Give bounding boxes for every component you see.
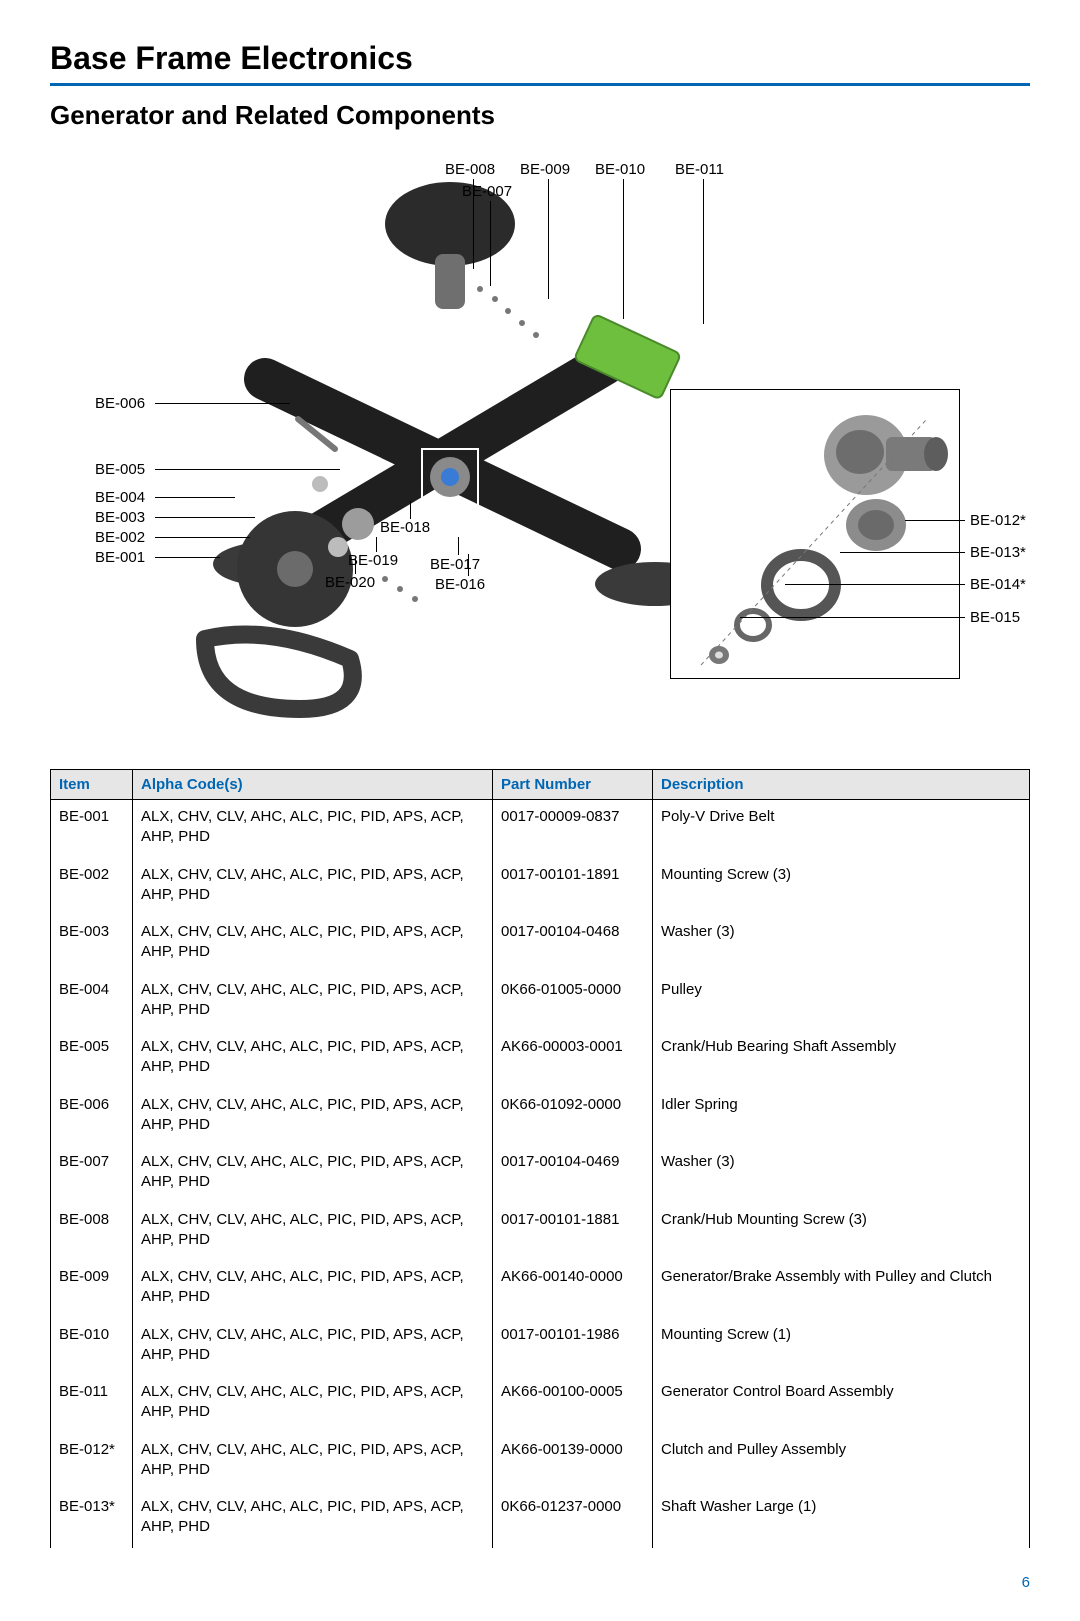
- table-row: BE-004ALX, CHV, CLV, AHC, ALC, PIC, PID,…: [51, 973, 1030, 1031]
- cell-desc: Mounting Screw (1): [653, 1318, 1030, 1376]
- cell-alpha: ALX, CHV, CLV, AHC, ALC, PIC, PID, APS, …: [133, 1145, 493, 1203]
- cell-alpha: ALX, CHV, CLV, AHC, ALC, PIC, PID, APS, …: [133, 973, 493, 1031]
- callout-be002: BE-002: [95, 529, 145, 546]
- cell-item: BE-011: [51, 1375, 133, 1433]
- callout-be012: BE-012*: [970, 512, 1026, 529]
- table-row: BE-001ALX, CHV, CLV, AHC, ALC, PIC, PID,…: [51, 800, 1030, 858]
- cell-part: 0K66-01237-0000: [493, 1490, 653, 1548]
- cell-item: BE-004: [51, 973, 133, 1031]
- table-row: BE-008ALX, CHV, CLV, AHC, ALC, PIC, PID,…: [51, 1203, 1030, 1261]
- cell-part: 0017-00101-1881: [493, 1203, 653, 1261]
- table-row: BE-012*ALX, CHV, CLV, AHC, ALC, PIC, PID…: [51, 1433, 1030, 1491]
- callout-be006: BE-006: [95, 395, 145, 412]
- cell-desc: Poly-V Drive Belt: [653, 800, 1030, 858]
- cell-item: BE-003: [51, 915, 133, 973]
- cell-desc: Mounting Screw (3): [653, 858, 1030, 916]
- cell-item: BE-009: [51, 1260, 133, 1318]
- cell-item: BE-010: [51, 1318, 133, 1376]
- callout-be014: BE-014*: [970, 576, 1026, 593]
- callout-be003: BE-003: [95, 509, 145, 526]
- inset-figure: [670, 389, 960, 679]
- cell-part: AK66-00003-0001: [493, 1030, 653, 1088]
- cell-item: BE-001: [51, 800, 133, 858]
- cell-part: 0K66-01005-0000: [493, 973, 653, 1031]
- page-subtitle: Generator and Related Components: [50, 100, 1030, 131]
- cell-alpha: ALX, CHV, CLV, AHC, ALC, PIC, PID, APS, …: [133, 1318, 493, 1376]
- table-row: BE-005ALX, CHV, CLV, AHC, ALC, PIC, PID,…: [51, 1030, 1030, 1088]
- cell-item: BE-007: [51, 1145, 133, 1203]
- cell-part: 0017-00104-0468: [493, 915, 653, 973]
- cell-desc: Washer (3): [653, 915, 1030, 973]
- cell-desc: Crank/Hub Bearing Shaft Assembly: [653, 1030, 1030, 1088]
- callout-be007: BE-007: [462, 183, 512, 200]
- callout-be008: BE-008: [445, 161, 495, 178]
- parts-table: Item Alpha Code(s) Part Number Descripti…: [50, 769, 1030, 1548]
- cell-alpha: ALX, CHV, CLV, AHC, ALC, PIC, PID, APS, …: [133, 1490, 493, 1548]
- cell-item: BE-006: [51, 1088, 133, 1146]
- cell-part: AK66-00100-0005: [493, 1375, 653, 1433]
- cell-desc: Generator Control Board Assembly: [653, 1375, 1030, 1433]
- cell-desc: Washer (3): [653, 1145, 1030, 1203]
- table-row: BE-006ALX, CHV, CLV, AHC, ALC, PIC, PID,…: [51, 1088, 1030, 1146]
- cell-part: AK66-00139-0000: [493, 1433, 653, 1491]
- th-alpha: Alpha Code(s): [133, 770, 493, 800]
- cell-alpha: ALX, CHV, CLV, AHC, ALC, PIC, PID, APS, …: [133, 915, 493, 973]
- callout-be020: BE-020: [325, 574, 375, 591]
- callout-be018: BE-018: [380, 519, 430, 536]
- table-row: BE-002ALX, CHV, CLV, AHC, ALC, PIC, PID,…: [51, 858, 1030, 916]
- cell-part: 0017-00101-1891: [493, 858, 653, 916]
- cell-desc: Generator/Brake Assembly with Pulley and…: [653, 1260, 1030, 1318]
- callout-be010: BE-010: [595, 161, 645, 178]
- cell-desc: Clutch and Pulley Assembly: [653, 1433, 1030, 1491]
- page-number: 6: [50, 1574, 1030, 1591]
- cell-alpha: ALX, CHV, CLV, AHC, ALC, PIC, PID, APS, …: [133, 1203, 493, 1261]
- cell-desc: Crank/Hub Mounting Screw (3): [653, 1203, 1030, 1261]
- callout-be009: BE-009: [520, 161, 570, 178]
- main-figure: [150, 169, 750, 729]
- cell-alpha: ALX, CHV, CLV, AHC, ALC, PIC, PID, APS, …: [133, 1375, 493, 1433]
- cell-part: AK66-00140-0000: [493, 1260, 653, 1318]
- callout-be011: BE-011: [675, 161, 724, 178]
- cell-part: 0017-00009-0837: [493, 800, 653, 858]
- cell-alpha: ALX, CHV, CLV, AHC, ALC, PIC, PID, APS, …: [133, 1433, 493, 1491]
- cell-alpha: ALX, CHV, CLV, AHC, ALC, PIC, PID, APS, …: [133, 858, 493, 916]
- cell-item: BE-013*: [51, 1490, 133, 1548]
- cell-alpha: ALX, CHV, CLV, AHC, ALC, PIC, PID, APS, …: [133, 1030, 493, 1088]
- th-part: Part Number: [493, 770, 653, 800]
- cell-part: 0017-00104-0469: [493, 1145, 653, 1203]
- callout-be004: BE-004: [95, 489, 145, 506]
- cell-alpha: ALX, CHV, CLV, AHC, ALC, PIC, PID, APS, …: [133, 1088, 493, 1146]
- table-row: BE-010ALX, CHV, CLV, AHC, ALC, PIC, PID,…: [51, 1318, 1030, 1376]
- cell-item: BE-012*: [51, 1433, 133, 1491]
- cell-desc: Shaft Washer Large (1): [653, 1490, 1030, 1548]
- cell-item: BE-008: [51, 1203, 133, 1261]
- cell-part: 0017-00101-1986: [493, 1318, 653, 1376]
- th-item: Item: [51, 770, 133, 800]
- table-row: BE-007ALX, CHV, CLV, AHC, ALC, PIC, PID,…: [51, 1145, 1030, 1203]
- cell-alpha: ALX, CHV, CLV, AHC, ALC, PIC, PID, APS, …: [133, 800, 493, 858]
- callout-be015: BE-015: [970, 609, 1020, 626]
- cell-item: BE-002: [51, 858, 133, 916]
- cell-desc: Pulley: [653, 973, 1030, 1031]
- cell-desc: Idler Spring: [653, 1088, 1030, 1146]
- callout-be016: BE-016: [435, 576, 485, 593]
- callout-be005: BE-005: [95, 461, 145, 478]
- callout-be017: BE-017: [430, 556, 480, 573]
- table-row: BE-011ALX, CHV, CLV, AHC, ALC, PIC, PID,…: [51, 1375, 1030, 1433]
- table-row: BE-009ALX, CHV, CLV, AHC, ALC, PIC, PID,…: [51, 1260, 1030, 1318]
- cell-part: 0K66-01092-0000: [493, 1088, 653, 1146]
- callout-be013: BE-013*: [970, 544, 1026, 561]
- th-desc: Description: [653, 770, 1030, 800]
- table-row: BE-013*ALX, CHV, CLV, AHC, ALC, PIC, PID…: [51, 1490, 1030, 1548]
- table-row: BE-003ALX, CHV, CLV, AHC, ALC, PIC, PID,…: [51, 915, 1030, 973]
- page-title: Base Frame Electronics: [50, 40, 1030, 86]
- cell-alpha: ALX, CHV, CLV, AHC, ALC, PIC, PID, APS, …: [133, 1260, 493, 1318]
- exploded-diagram: BE-008 BE-009 BE-010 BE-011 BE-007 BE-00…: [50, 149, 1030, 739]
- callout-be001: BE-001: [95, 549, 145, 566]
- cell-item: BE-005: [51, 1030, 133, 1088]
